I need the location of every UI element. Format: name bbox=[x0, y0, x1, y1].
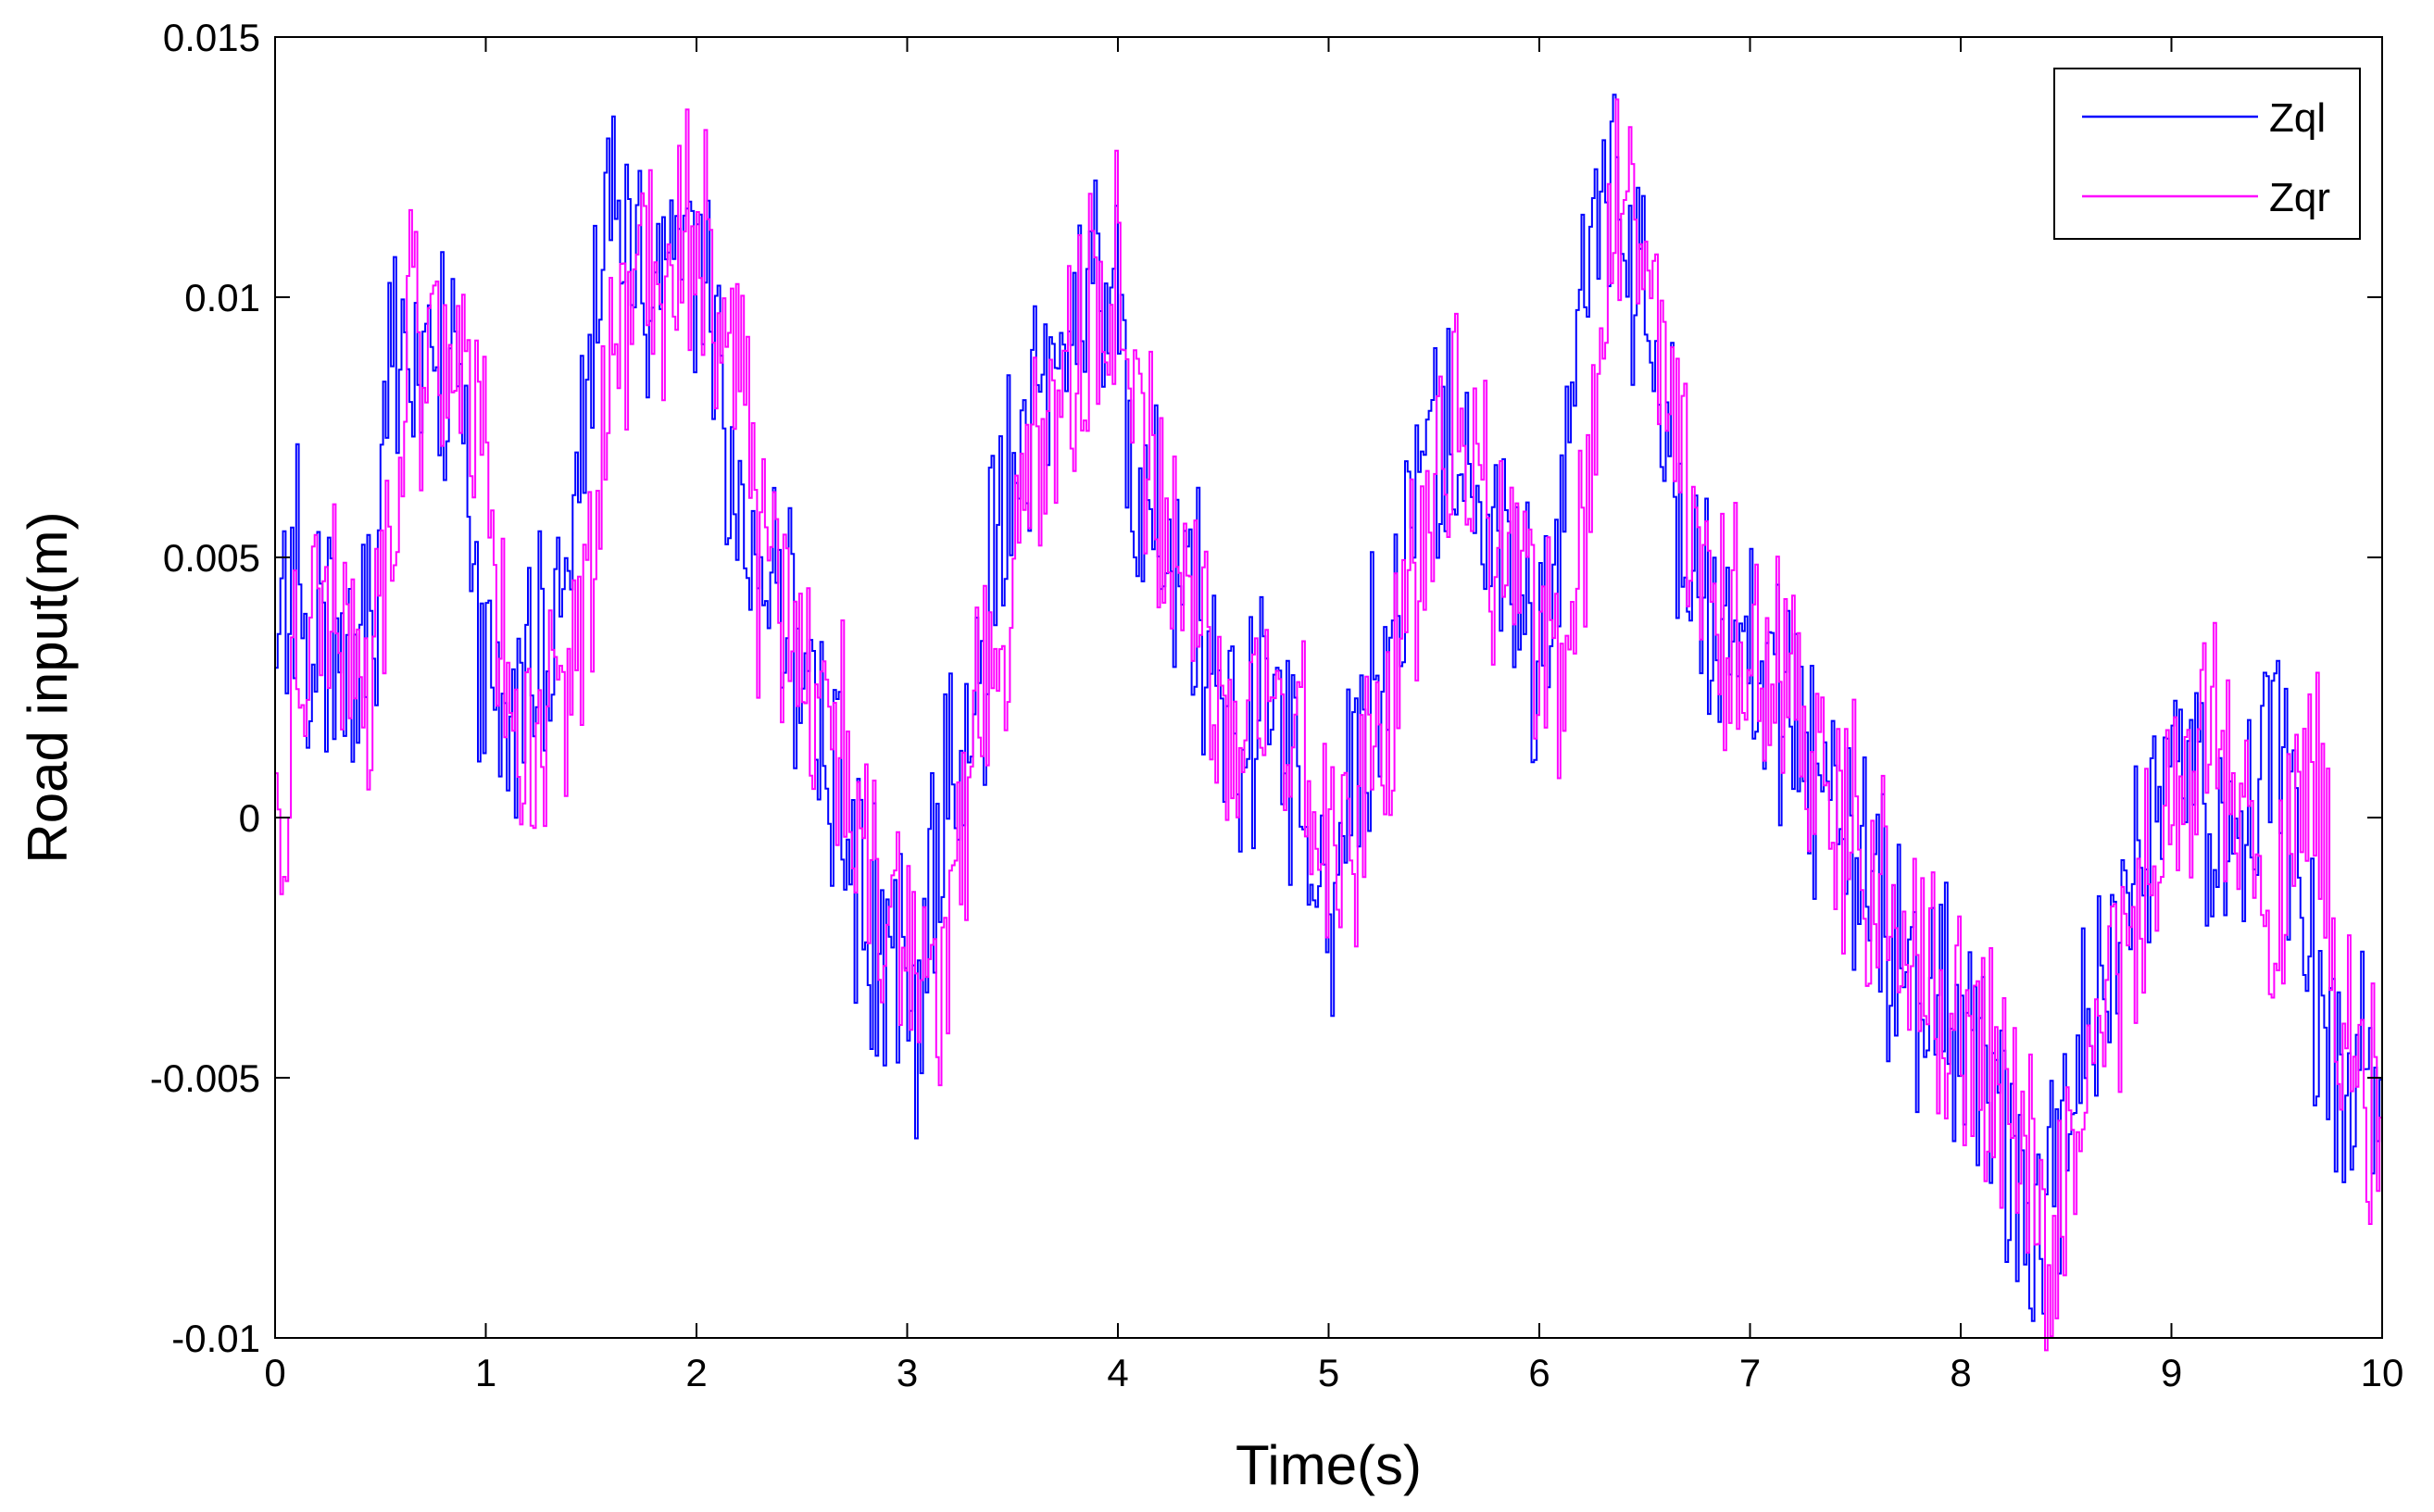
legend: Zql Zqr bbox=[2053, 68, 2361, 240]
y-tick-label: 0.015 bbox=[163, 16, 260, 59]
series-line-zqr bbox=[274, 98, 2382, 1352]
legend-label-zqr: Zqr bbox=[2269, 175, 2330, 220]
y-tick-label: -0.005 bbox=[150, 1056, 260, 1100]
y-tick-label: 0.01 bbox=[184, 276, 260, 319]
x-tick-label: 9 bbox=[2161, 1351, 2182, 1394]
x-tick-label: 1 bbox=[475, 1351, 496, 1394]
y-tick-label: 0.005 bbox=[163, 536, 260, 580]
y-axis-title: Road input(m) bbox=[17, 511, 79, 863]
x-tick-label: 0 bbox=[264, 1351, 285, 1394]
x-tick-label: 7 bbox=[1739, 1351, 1761, 1394]
x-tick-label: 4 bbox=[1107, 1351, 1128, 1394]
x-axis-title: Time(s) bbox=[1236, 1434, 1422, 1496]
series-layer bbox=[274, 94, 2382, 1352]
x-tick-label: 3 bbox=[897, 1351, 918, 1394]
x-tick-label: 10 bbox=[2361, 1351, 2404, 1394]
series-line-zql bbox=[274, 94, 2382, 1322]
y-tick-label: 0 bbox=[239, 796, 260, 840]
x-tick-label: 6 bbox=[1528, 1351, 1549, 1394]
x-tick-label: 2 bbox=[685, 1351, 707, 1394]
y-tick-label: -0.01 bbox=[171, 1317, 260, 1360]
x-tick-label: 5 bbox=[1318, 1351, 1339, 1394]
legend-label-zql: Zql bbox=[2269, 95, 2326, 141]
x-tick-label: 8 bbox=[1950, 1351, 1971, 1394]
ticks-layer: 0 1 2 3 4 5 6 7 8 9 10 -0.01 -0.005 0 0.005 0.01 0.015 bbox=[150, 16, 2403, 1394]
legend-box bbox=[2053, 68, 2361, 240]
